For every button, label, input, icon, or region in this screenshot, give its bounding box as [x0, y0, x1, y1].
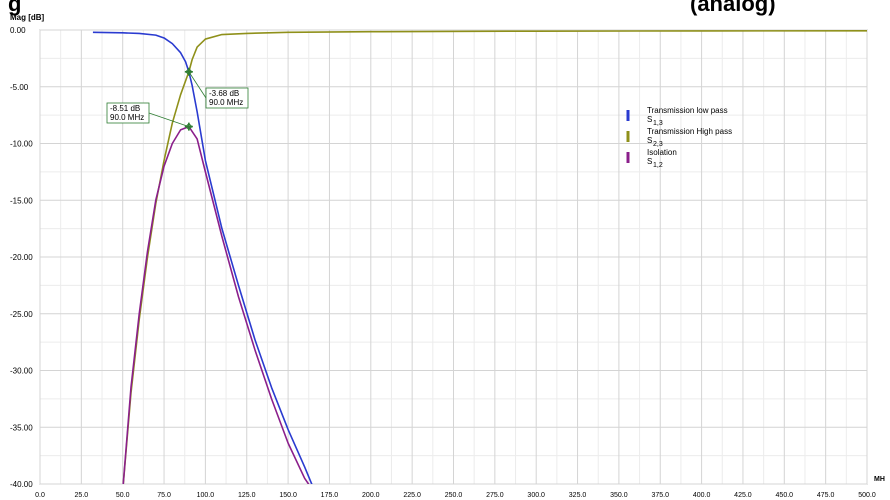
- x-tick-label: 400.0: [693, 492, 711, 499]
- x-tick-label: 125.0: [238, 492, 256, 499]
- y-tick-label: -5.00: [10, 83, 29, 92]
- legend-sub-1: 2,3: [653, 141, 663, 148]
- grid-layer: [39, 29, 868, 485]
- marker-label-freq: 90.0 MHz: [209, 98, 243, 107]
- marker-label-box: [205, 87, 249, 109]
- x-tick-label: 500.0: [858, 492, 876, 499]
- chart-title: g (analog): [8, 0, 776, 17]
- x-tick-label: 150.0: [279, 492, 297, 499]
- x-tick-label: 75.0: [157, 492, 171, 499]
- x-tick-label: 325.0: [569, 492, 587, 499]
- legend-label-1: Transmission High pass: [647, 127, 732, 136]
- y-tick-label: -30.00: [10, 367, 33, 376]
- x-tick-label: 25.0: [75, 492, 89, 499]
- y-tick-label: -25.00: [10, 310, 33, 319]
- y-tick-label: 0.00: [10, 26, 26, 35]
- legend-sub-2: 1,2: [653, 162, 663, 169]
- x-axis-unit: MH: [874, 476, 885, 483]
- x-tick-label: 50.0: [116, 492, 130, 499]
- marker-label-db: -3.68 dB: [209, 89, 239, 98]
- legend-param-2: S: [647, 157, 652, 166]
- chart-title-left: g: [8, 0, 22, 16]
- x-tick-label: 300.0: [527, 492, 545, 499]
- series-layer: [92, 29, 867, 484]
- marker-diamond: [185, 68, 193, 76]
- x-tick-label: 425.0: [734, 492, 752, 499]
- legend-param-1: S: [647, 136, 652, 145]
- marker-leader: [148, 112, 189, 127]
- x-tick-label: 100.0: [197, 492, 215, 499]
- legend-label-0: Transmission low pass: [647, 106, 728, 115]
- x-tick-label: 450.0: [776, 492, 794, 499]
- y-tick-label: -20.00: [10, 253, 33, 262]
- series-line-2: [122, 125, 310, 484]
- marker-label-db: -8.51 dB: [110, 104, 140, 113]
- x-tick-label: 0.0: [35, 492, 45, 499]
- x-tick-label: 175.0: [321, 492, 339, 499]
- x-tick-label: 250.0: [445, 492, 463, 499]
- series-line-0: [92, 31, 313, 484]
- x-tick-label: 350.0: [610, 492, 628, 499]
- y-tick-label: -35.00: [10, 423, 33, 432]
- x-tick-label: 200.0: [362, 492, 380, 499]
- x-tick-label: 475.0: [817, 492, 835, 499]
- axis-layer: 0.00 -5.00 -10.00 -15.00 -20.00 -25.00 -30.00 -…: [10, 13, 885, 499]
- legend-label-2: Isolation: [647, 148, 677, 157]
- marker-label-freq: 90.0 MHz: [110, 113, 144, 122]
- legend-param-0: S: [647, 115, 652, 124]
- marker-label-box: [106, 102, 150, 124]
- y-axis-label: Mag [dB]: [10, 13, 45, 22]
- y-tick-label: -15.00: [10, 196, 33, 205]
- chart-title-right: (analog): [690, 0, 776, 16]
- marker-leader: [188, 71, 207, 99]
- x-tick-label: 225.0: [403, 492, 421, 499]
- marker-diamond: [185, 122, 193, 131]
- x-tick-label: 375.0: [651, 492, 669, 499]
- legend-sub-0: 1,3: [653, 120, 663, 127]
- x-tick-label: 275.0: [486, 492, 504, 499]
- y-tick-label: -40.00: [10, 480, 33, 489]
- y-tick-label: -10.00: [10, 140, 33, 149]
